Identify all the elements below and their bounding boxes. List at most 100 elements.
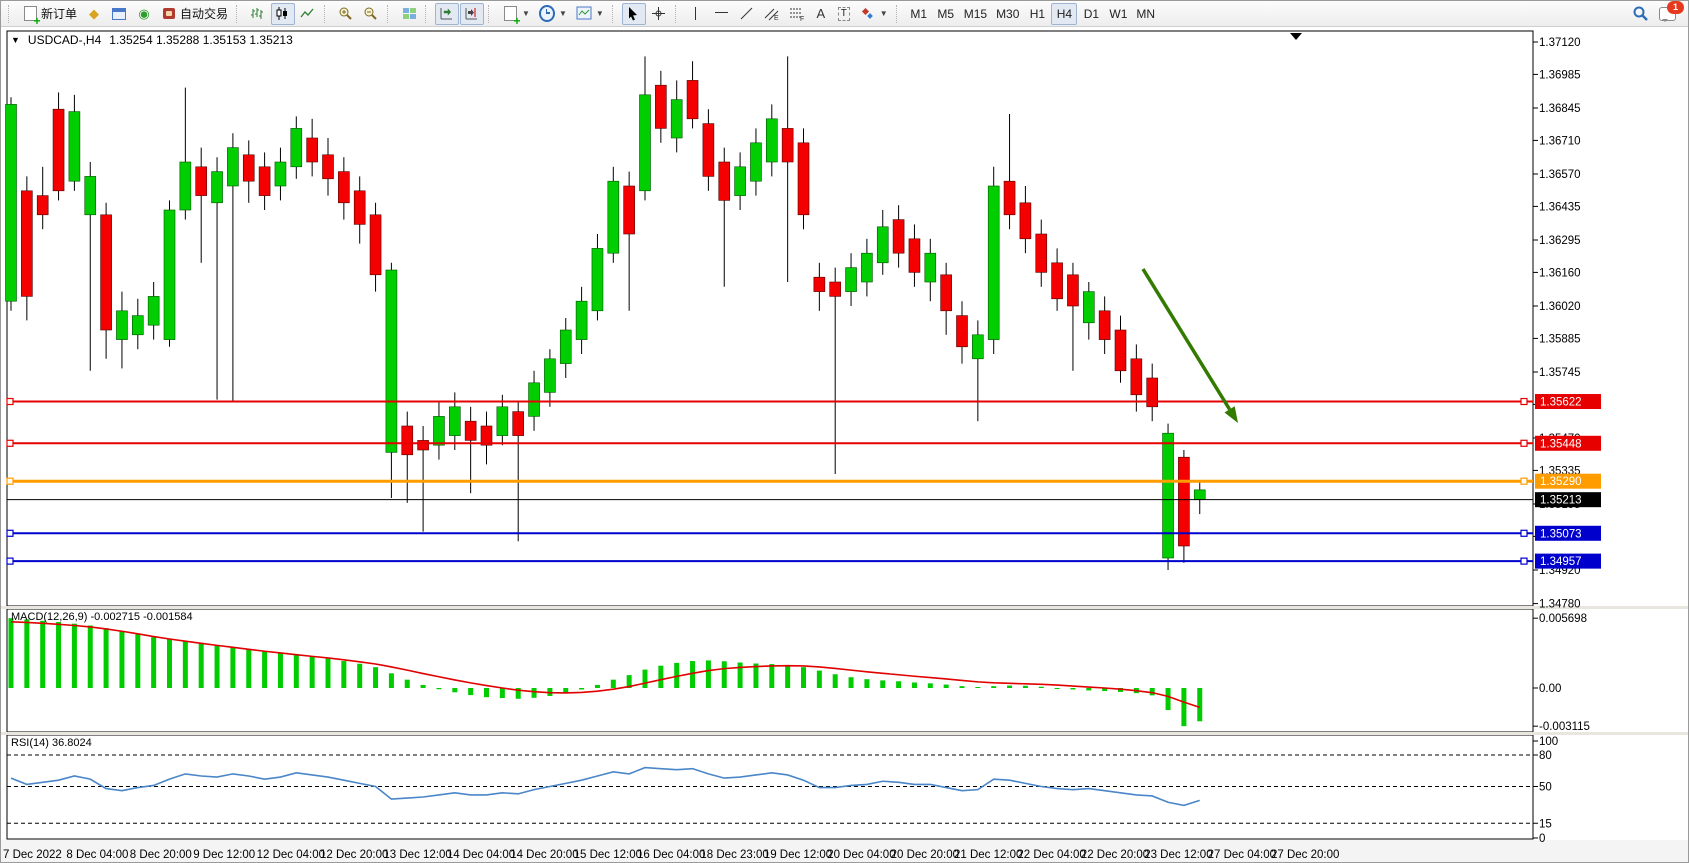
line-chart-button[interactable] bbox=[296, 3, 320, 25]
text-label-button[interactable]: T bbox=[833, 3, 855, 25]
toolbar-grip bbox=[387, 4, 393, 23]
period-M15[interactable]: M15 bbox=[963, 6, 988, 21]
svg-text:1.35073: 1.35073 bbox=[1540, 528, 1582, 540]
price-axis[interactable] bbox=[1533, 27, 1688, 839]
auto-scroll-icon bbox=[440, 7, 453, 19]
line-handle[interactable] bbox=[6, 529, 14, 537]
text-button[interactable]: A bbox=[810, 3, 832, 25]
line-chart-icon bbox=[300, 8, 314, 17]
line-handle[interactable] bbox=[6, 439, 14, 447]
price-line-label bbox=[1535, 394, 1601, 410]
price-tick-label: 1.36710 bbox=[1539, 135, 1581, 147]
time-tick-label: 20 Dec 04:00 bbox=[827, 849, 895, 861]
line-handle[interactable] bbox=[6, 557, 14, 565]
line-handle[interactable] bbox=[1520, 477, 1528, 485]
price-tick-label: 1.36570 bbox=[1539, 169, 1581, 181]
zoom-out-icon bbox=[364, 7, 377, 20]
chart-symbol: USDCAD-,H4 bbox=[27, 33, 102, 47]
arrows-button[interactable]: ▼ bbox=[856, 3, 892, 25]
line-handle[interactable] bbox=[1520, 529, 1528, 537]
time-tick-label: 22 Dec 20:00 bbox=[1081, 849, 1149, 861]
fibonacci-button[interactable]: F bbox=[785, 3, 809, 25]
notification-badge: 1 bbox=[1667, 1, 1684, 14]
new-chart-icon bbox=[502, 6, 521, 26]
autotrading-button[interactable]: 自动交易 bbox=[157, 3, 232, 25]
accounts-icon bbox=[111, 6, 127, 22]
time-tick-label: 21 Dec 12:00 bbox=[954, 849, 1022, 861]
price-line-label bbox=[1535, 492, 1601, 508]
line-handle[interactable] bbox=[6, 477, 14, 485]
period-M5[interactable]: M5 bbox=[937, 6, 955, 21]
chart-shift-button[interactable] bbox=[460, 2, 485, 25]
line-handle[interactable] bbox=[6, 397, 14, 406]
time-tick-label: 8 Dec 20:00 bbox=[130, 849, 192, 861]
period-M30[interactable]: M30 bbox=[996, 6, 1020, 21]
time-tick-label: 22 Dec 04:00 bbox=[1017, 849, 1085, 861]
accounts-button[interactable] bbox=[107, 3, 131, 25]
rsi-axis-label: 80 bbox=[1539, 750, 1552, 762]
toolbar-grip bbox=[895, 4, 902, 23]
time-tick-label: 23 Dec 12:00 bbox=[1144, 849, 1212, 861]
new-chart-button[interactable]: ▼ bbox=[498, 3, 534, 26]
candlestick-chart-button[interactable] bbox=[271, 2, 296, 25]
time-axis[interactable] bbox=[1, 839, 1533, 862]
autotrading-label: 自动交易 bbox=[180, 7, 229, 21]
arrows-icon bbox=[861, 7, 873, 19]
period-M1[interactable]: M1 bbox=[910, 6, 928, 21]
svg-text:1.35448: 1.35448 bbox=[1540, 438, 1582, 450]
symbol-collapse-icon[interactable]: ▼ bbox=[11, 35, 20, 45]
autotrading-icon bbox=[161, 6, 177, 22]
seal-button[interactable]: ◆ bbox=[82, 3, 106, 25]
price-line-label bbox=[1535, 473, 1601, 489]
chart-shift-marker[interactable] bbox=[1290, 33, 1302, 40]
time-tick-label: 15 Dec 12:00 bbox=[574, 849, 642, 861]
templates-button[interactable]: ▼ bbox=[572, 3, 608, 25]
line-handle[interactable] bbox=[1520, 397, 1528, 406]
price-tick-label: 1.34780 bbox=[1539, 599, 1581, 611]
chevron-down-icon: ▼ bbox=[595, 9, 604, 18]
broadcast-button[interactable]: ◉ bbox=[132, 3, 156, 25]
notifications-button[interactable]: 1 bbox=[1659, 1, 1684, 22]
toolbar: 新订单 ◆ ◉ 自动交易 bbox=[1, 1, 1688, 27]
zoom-in-icon bbox=[339, 7, 352, 20]
time-tick-label: 16 Dec 04:00 bbox=[637, 849, 705, 861]
trend-arrow[interactable] bbox=[1141, 268, 1232, 411]
time-tick-label: 12 Dec 04:00 bbox=[257, 849, 325, 861]
toolbar-grip bbox=[236, 4, 242, 23]
cursor-button[interactable] bbox=[621, 2, 646, 25]
periodicity-button[interactable]: ▼ bbox=[535, 3, 571, 25]
price-tick-label: 1.37120 bbox=[1539, 37, 1581, 49]
line-handle[interactable] bbox=[1520, 557, 1528, 565]
crosshair-icon bbox=[651, 6, 665, 20]
vertical-line-button[interactable] bbox=[685, 3, 709, 25]
zoom-in-button[interactable] bbox=[334, 3, 358, 25]
bar-chart-button[interactable] bbox=[246, 3, 270, 25]
period-W1[interactable]: W1 bbox=[1109, 6, 1128, 21]
crosshair-button[interactable] bbox=[647, 3, 671, 25]
time-tick-label: 8 Dec 04:00 bbox=[66, 849, 128, 861]
price-line-label bbox=[1535, 553, 1601, 569]
text-icon: A bbox=[816, 6, 826, 21]
candlestick-chart[interactable]: 1.37120 1.36985 1.36845 1.36710 1.36570 1.364… bbox=[1, 27, 1689, 863]
period-H4[interactable]: H4 bbox=[1051, 2, 1078, 25]
auto-scroll-button[interactable] bbox=[435, 2, 460, 25]
price-tick-label: 1.36985 bbox=[1539, 69, 1581, 81]
line-handle[interactable] bbox=[1520, 439, 1528, 447]
search-icon[interactable] bbox=[1632, 5, 1649, 22]
period-H1[interactable]: H1 bbox=[1029, 6, 1046, 21]
panel-splitter[interactable] bbox=[1, 606, 1689, 609]
zoom-out-button[interactable] bbox=[359, 3, 383, 25]
svg-text:1.35290: 1.35290 bbox=[1540, 476, 1582, 488]
toolbar-grip bbox=[674, 4, 681, 23]
period-D1[interactable]: D1 bbox=[1083, 6, 1100, 21]
horizontal-line-button[interactable] bbox=[710, 3, 734, 25]
tile-windows-button[interactable] bbox=[397, 3, 421, 25]
price-tick-label: 1.36160 bbox=[1539, 267, 1581, 279]
channel-button[interactable]: E bbox=[760, 3, 784, 25]
trendline-button[interactable] bbox=[735, 3, 759, 25]
macd-axis-label: 0.005698 bbox=[1539, 613, 1587, 625]
period-MN[interactable]: MN bbox=[1136, 6, 1156, 21]
panel-splitter[interactable] bbox=[1, 732, 1689, 735]
new-order-button[interactable]: 新订单 bbox=[18, 3, 81, 26]
chart-window: 1.37120 1.36985 1.36845 1.36710 1.36570 1.364… bbox=[1, 27, 1689, 863]
